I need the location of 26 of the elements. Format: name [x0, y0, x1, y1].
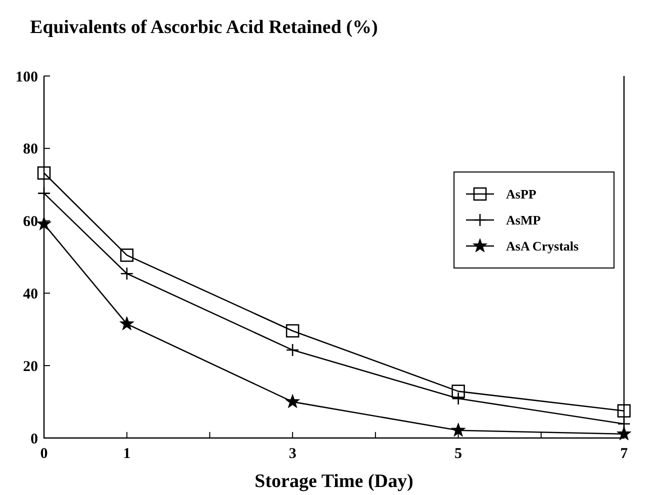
point — [616, 426, 632, 440]
y-tick-label: 100 — [16, 69, 38, 86]
point — [120, 316, 134, 330]
legend-label: AsMP — [506, 212, 541, 228]
x-tick-label: 5 — [454, 446, 462, 462]
point — [452, 384, 465, 398]
x-tick-label: 3 — [288, 446, 296, 462]
x-tick-label: 0 — [40, 446, 48, 462]
point — [37, 166, 51, 180]
point — [450, 422, 466, 437]
point — [285, 394, 300, 408]
legend-label: AsA Crystals — [506, 238, 579, 254]
y-tick-label: 80 — [23, 142, 38, 158]
point — [120, 248, 134, 262]
y-tick-label: 60 — [23, 214, 38, 230]
point — [286, 324, 300, 338]
y-tick-label: 40 — [23, 286, 38, 302]
point — [36, 216, 52, 230]
y-tick-label: 20 — [23, 358, 38, 375]
legend-label: AsPP — [506, 186, 536, 202]
x-tick-label: 1 — [123, 446, 131, 462]
chart-title: Equivalents of Ascorbic Acid Retained (%) — [30, 17, 378, 38]
point — [617, 404, 631, 418]
x-tick-label: 7 — [620, 446, 628, 462]
y-tick-label: 0 — [30, 431, 38, 448]
x-axis-title: Storage Time (Day) — [254, 471, 414, 492]
